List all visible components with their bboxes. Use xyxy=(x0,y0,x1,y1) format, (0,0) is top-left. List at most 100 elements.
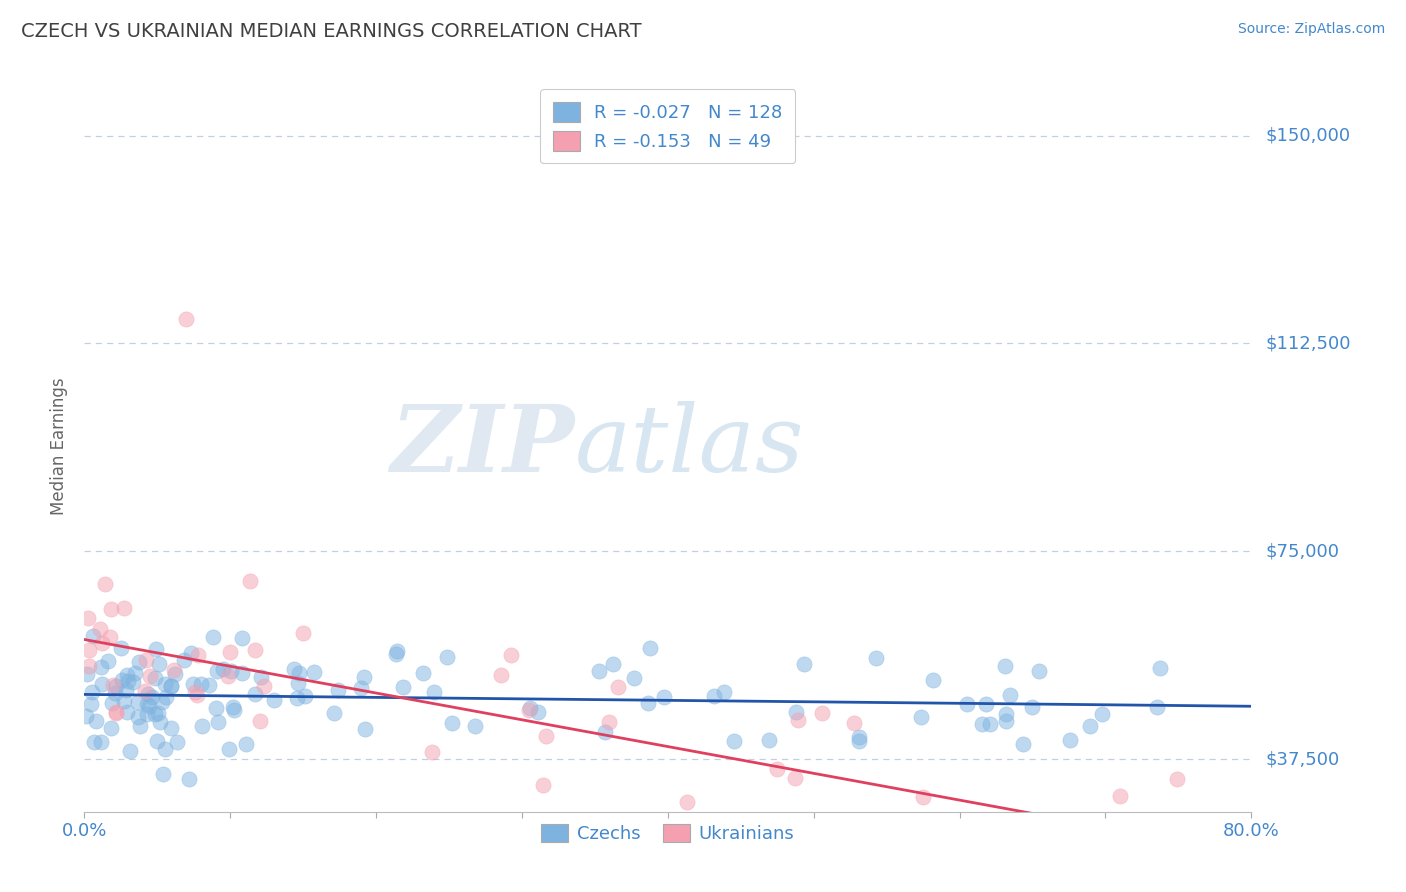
Point xyxy=(921,673,943,687)
Point xyxy=(517,703,540,717)
Point xyxy=(283,662,305,676)
Point xyxy=(104,680,127,694)
Point xyxy=(219,645,242,659)
Point xyxy=(135,652,157,666)
Point xyxy=(243,687,266,701)
Point xyxy=(202,630,225,644)
Point xyxy=(76,666,98,681)
Point xyxy=(181,677,204,691)
Point xyxy=(146,706,169,720)
Point xyxy=(766,762,789,776)
Text: $37,500: $37,500 xyxy=(1265,750,1340,768)
Point xyxy=(440,716,463,731)
Point xyxy=(101,697,124,711)
Y-axis label: Median Earnings: Median Earnings xyxy=(51,377,69,515)
Point xyxy=(844,716,866,731)
Point xyxy=(231,665,253,680)
Point xyxy=(287,676,309,690)
Point xyxy=(111,673,134,688)
Point xyxy=(82,685,104,699)
Point xyxy=(974,698,997,712)
Point xyxy=(163,667,186,681)
Point xyxy=(250,670,273,684)
Point xyxy=(120,744,142,758)
Point xyxy=(423,684,446,698)
Legend: Czechs, Ukrainians: Czechs, Ukrainians xyxy=(534,817,801,850)
Text: atlas: atlas xyxy=(575,401,804,491)
Point xyxy=(219,664,242,678)
Text: CZECH VS UKRAINIAN MEDIAN EARNINGS CORRELATION CHART: CZECH VS UKRAINIAN MEDIAN EARNINGS CORRE… xyxy=(21,22,641,41)
Point xyxy=(184,684,207,698)
Point xyxy=(135,697,157,711)
Point xyxy=(972,716,994,731)
Point xyxy=(83,735,105,749)
Point xyxy=(75,708,97,723)
Point xyxy=(212,663,235,677)
Point xyxy=(218,741,240,756)
Point xyxy=(385,647,408,661)
Point xyxy=(173,653,195,667)
Point xyxy=(391,680,413,694)
Point xyxy=(127,710,149,724)
Point xyxy=(207,715,229,730)
Point xyxy=(979,717,1001,731)
Point xyxy=(1059,732,1081,747)
Point xyxy=(994,658,1017,673)
Point xyxy=(186,688,208,702)
Point xyxy=(127,695,149,709)
Point xyxy=(436,650,458,665)
Point xyxy=(180,646,202,660)
Point xyxy=(1078,719,1101,733)
Point xyxy=(124,665,146,680)
Point xyxy=(160,721,183,735)
Point xyxy=(146,734,169,748)
Point xyxy=(90,636,112,650)
Point xyxy=(1028,664,1050,678)
Point xyxy=(105,705,128,719)
Text: $75,000: $75,000 xyxy=(1265,542,1340,560)
Point xyxy=(703,689,725,703)
Point xyxy=(291,626,314,640)
Point xyxy=(101,677,124,691)
Point xyxy=(80,697,103,711)
Point xyxy=(110,641,132,656)
Point xyxy=(998,688,1021,702)
Point xyxy=(90,735,112,749)
Point xyxy=(713,685,735,699)
Text: $150,000: $150,000 xyxy=(1265,127,1350,145)
Point xyxy=(420,745,443,759)
Point xyxy=(100,722,122,736)
Point xyxy=(149,715,172,730)
Point xyxy=(138,698,160,713)
Point xyxy=(464,718,486,732)
Point xyxy=(1146,699,1168,714)
Point xyxy=(531,779,554,793)
Point xyxy=(138,688,160,702)
Point xyxy=(115,682,138,697)
Point xyxy=(249,714,271,728)
Point xyxy=(112,601,135,615)
Point xyxy=(148,657,170,672)
Point xyxy=(155,742,177,756)
Point xyxy=(243,643,266,657)
Point xyxy=(437,832,460,847)
Point xyxy=(152,767,174,781)
Point xyxy=(326,683,349,698)
Point xyxy=(848,730,870,744)
Point xyxy=(602,657,624,671)
Point xyxy=(166,735,188,749)
Point xyxy=(77,658,100,673)
Point xyxy=(134,684,156,698)
Point xyxy=(1108,789,1130,803)
Point xyxy=(294,690,316,704)
Point xyxy=(77,611,100,625)
Point xyxy=(176,311,198,326)
Point xyxy=(90,659,112,673)
Point xyxy=(82,629,104,643)
Point xyxy=(205,701,228,715)
Point xyxy=(675,838,697,852)
Point xyxy=(77,643,100,657)
Point xyxy=(153,677,176,691)
Point xyxy=(811,706,834,720)
Point xyxy=(179,772,201,786)
